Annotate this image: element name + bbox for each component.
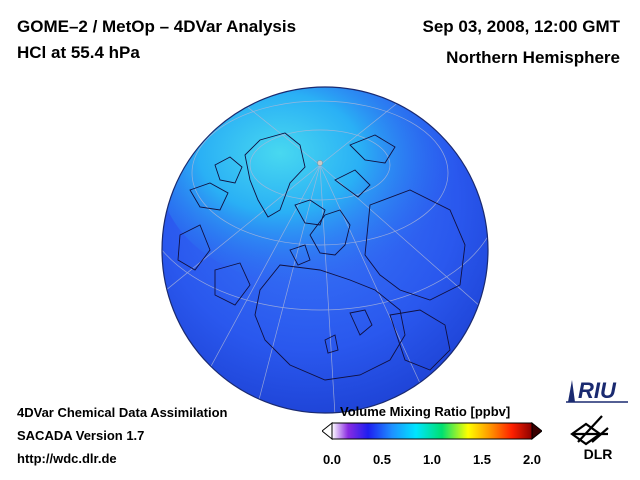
riu-logo-text: RIU	[578, 378, 617, 403]
footer-line-3: http://wdc.dlr.de	[17, 451, 117, 466]
coastlines	[177, 132, 466, 381]
footer-line-1: 4DVar Chemical Data Assimilation	[17, 405, 228, 420]
dlr-logo: DLR	[570, 415, 613, 462]
colorbar-tick-0: 0.0	[323, 452, 341, 467]
title-right-2: Northern Hemisphere	[446, 48, 620, 67]
riu-spire-icon	[568, 380, 575, 402]
colorbar-tick-3: 1.5	[473, 452, 491, 467]
colorbar-label: Volume Mixing Ratio [ppbv]	[340, 404, 511, 419]
dlr-emblem-icon	[570, 415, 609, 446]
colorbar-min-arrow	[322, 421, 333, 441]
colorbar: 0.0 0.5 1.0 1.5 2.0	[322, 421, 542, 467]
dlr-logo-text: DLR	[584, 446, 613, 462]
colorbar-tick-2: 1.0	[423, 452, 441, 467]
globe-map	[161, 86, 489, 414]
north-pole-marker	[317, 160, 323, 166]
colorbar-tick-4: 2.0	[523, 452, 541, 467]
title-left-2: HCl at 55.4 hPa	[17, 43, 140, 62]
title-right-1: Sep 03, 2008, 12:00 GMT	[422, 17, 621, 36]
colorbar-max-arrow	[531, 421, 542, 441]
graticule	[162, 87, 488, 413]
footer-line-2: SACADA Version 1.7	[17, 428, 145, 443]
colorbar-gradient	[331, 422, 533, 440]
colorbar-tick-1: 0.5	[373, 452, 391, 467]
arctic-hcl-max	[162, 87, 460, 285]
title-left-1: GOME–2 / MetOp – 4DVar Analysis	[17, 17, 297, 36]
riu-logo: RIU	[566, 378, 628, 403]
